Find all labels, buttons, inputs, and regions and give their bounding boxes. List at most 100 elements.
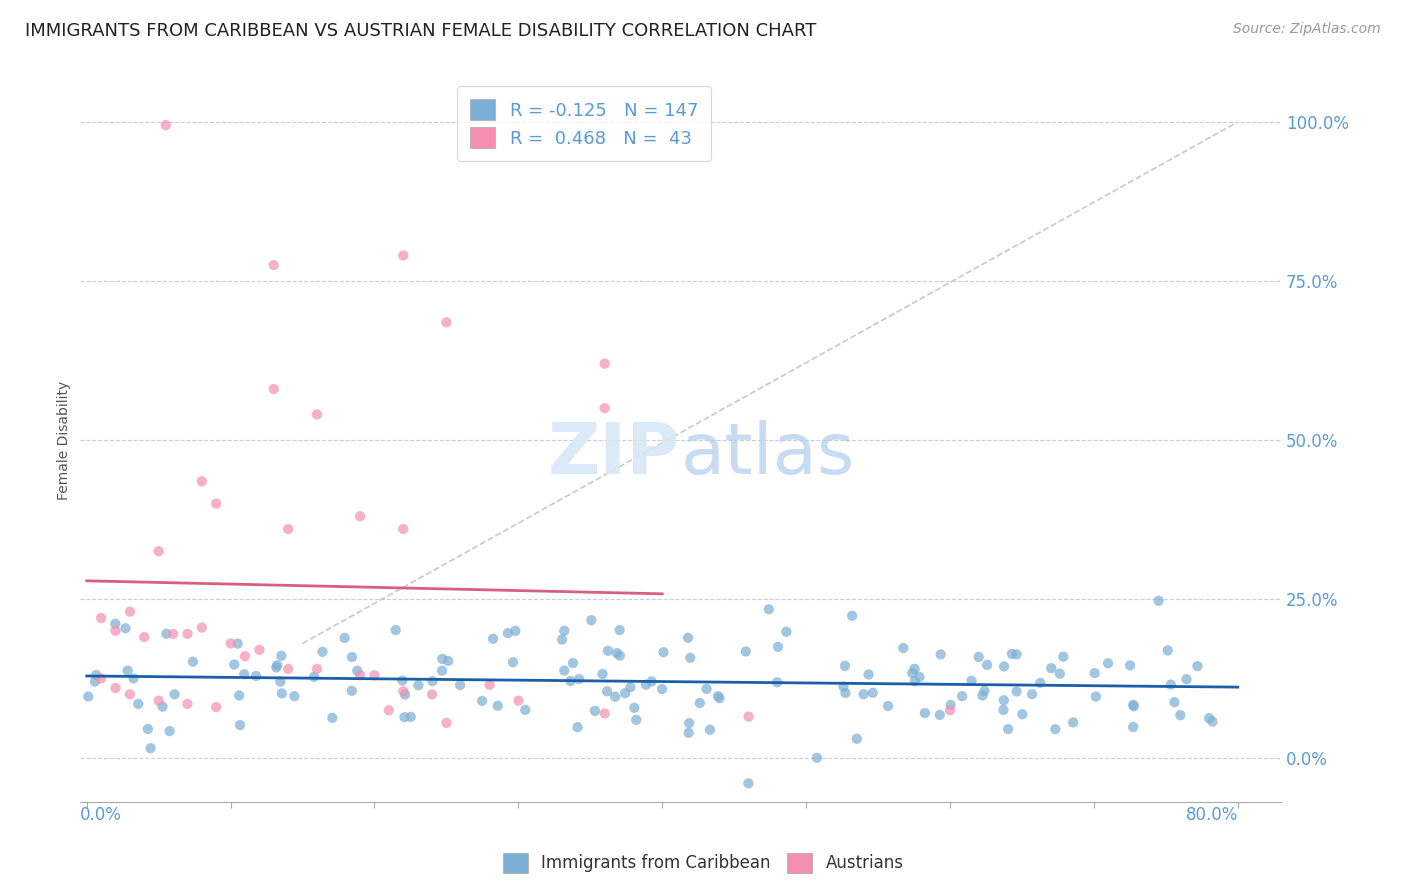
Point bbox=[181, 655, 204, 669]
Point bbox=[929, 648, 952, 662]
Point bbox=[852, 687, 875, 701]
Point bbox=[614, 686, 637, 700]
Point bbox=[1122, 699, 1144, 714]
Point bbox=[90, 672, 112, 686]
Point bbox=[191, 621, 214, 635]
Point bbox=[155, 626, 177, 640]
Point bbox=[349, 509, 371, 524]
Point bbox=[960, 673, 983, 688]
Point bbox=[422, 674, 444, 689]
Point bbox=[155, 118, 177, 132]
Point bbox=[592, 667, 614, 681]
Point bbox=[482, 632, 505, 646]
Text: 0.0%: 0.0% bbox=[80, 805, 121, 823]
Point bbox=[1084, 690, 1107, 704]
Point bbox=[104, 681, 127, 695]
Point bbox=[758, 602, 780, 616]
Point bbox=[486, 698, 509, 713]
Point bbox=[247, 643, 270, 657]
Point bbox=[775, 624, 797, 639]
Text: ZIP: ZIP bbox=[548, 420, 681, 489]
Point bbox=[841, 608, 863, 623]
Point bbox=[1201, 714, 1223, 729]
Point bbox=[263, 258, 285, 272]
Point bbox=[609, 648, 631, 663]
Point bbox=[950, 689, 973, 703]
Point bbox=[104, 624, 127, 638]
Point bbox=[266, 658, 288, 673]
Point bbox=[311, 645, 333, 659]
Point bbox=[561, 656, 583, 670]
Point bbox=[1005, 684, 1028, 698]
Point bbox=[148, 694, 170, 708]
Point bbox=[162, 627, 184, 641]
Point bbox=[553, 624, 575, 638]
Point bbox=[734, 644, 756, 658]
Point bbox=[148, 544, 170, 558]
Text: Source: ZipAtlas.com: Source: ZipAtlas.com bbox=[1233, 22, 1381, 37]
Point bbox=[1001, 647, 1024, 661]
Point bbox=[973, 684, 995, 698]
Point bbox=[1062, 715, 1084, 730]
Point bbox=[904, 674, 927, 689]
Point bbox=[640, 674, 662, 689]
Point bbox=[502, 655, 524, 669]
Point bbox=[394, 710, 416, 724]
Point bbox=[560, 673, 582, 688]
Point bbox=[593, 706, 616, 721]
Point bbox=[471, 694, 494, 708]
Point bbox=[505, 624, 527, 638]
Point bbox=[340, 650, 363, 665]
Point bbox=[652, 645, 675, 659]
Point bbox=[623, 701, 645, 715]
Point bbox=[1097, 657, 1119, 671]
Point bbox=[581, 613, 603, 627]
Point bbox=[515, 703, 537, 717]
Point bbox=[593, 357, 616, 371]
Point bbox=[1160, 677, 1182, 691]
Point bbox=[914, 706, 936, 720]
Point bbox=[349, 668, 371, 682]
Point bbox=[1147, 594, 1170, 608]
Point bbox=[104, 616, 127, 631]
Point bbox=[84, 668, 107, 682]
Point bbox=[928, 707, 950, 722]
Point bbox=[1045, 722, 1067, 736]
Point bbox=[270, 648, 292, 663]
Point bbox=[1052, 649, 1074, 664]
Point bbox=[139, 741, 162, 756]
Point bbox=[346, 664, 368, 678]
Point bbox=[118, 605, 141, 619]
Point bbox=[305, 662, 328, 676]
Point bbox=[392, 248, 415, 262]
Text: 80.0%: 80.0% bbox=[1185, 805, 1237, 823]
Point bbox=[737, 709, 759, 723]
Point bbox=[508, 694, 530, 708]
Point bbox=[152, 699, 174, 714]
Point bbox=[904, 662, 927, 676]
Point bbox=[321, 711, 343, 725]
Point bbox=[845, 731, 868, 746]
Point bbox=[77, 690, 100, 704]
Point bbox=[392, 522, 415, 536]
Point bbox=[245, 669, 267, 683]
Point bbox=[634, 678, 657, 692]
Point bbox=[596, 644, 619, 658]
Point bbox=[163, 687, 186, 701]
Point bbox=[568, 672, 591, 686]
Point bbox=[432, 652, 454, 666]
Point bbox=[233, 667, 256, 681]
Point bbox=[834, 686, 856, 700]
Point bbox=[114, 621, 136, 635]
Point bbox=[1021, 687, 1043, 701]
Point bbox=[205, 700, 228, 714]
Point bbox=[678, 716, 700, 731]
Point bbox=[834, 659, 856, 673]
Point bbox=[766, 675, 789, 690]
Legend: Immigrants from Caribbean, Austrians: Immigrants from Caribbean, Austrians bbox=[496, 847, 910, 880]
Point bbox=[832, 680, 855, 694]
Point bbox=[229, 718, 252, 732]
Point bbox=[997, 722, 1019, 736]
Point bbox=[939, 703, 962, 717]
Point bbox=[305, 408, 328, 422]
